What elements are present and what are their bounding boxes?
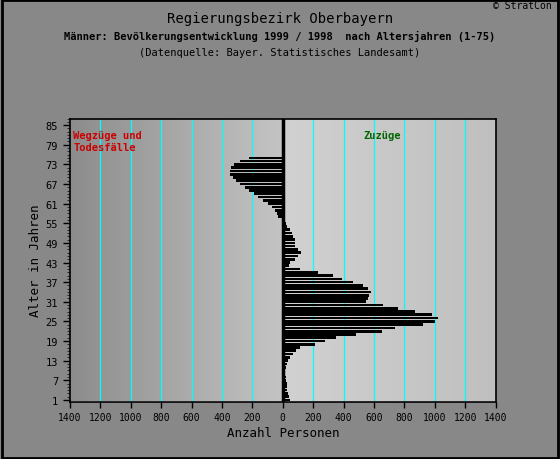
Bar [283, 359, 288, 362]
Bar [283, 386, 287, 388]
Bar [283, 343, 315, 346]
Bar [283, 278, 342, 280]
Bar [283, 317, 438, 320]
Text: Regierungsbezirk Oberbayern: Regierungsbezirk Oberbayern [167, 12, 393, 26]
Bar [283, 239, 295, 241]
Bar [283, 301, 366, 303]
Bar [283, 369, 285, 372]
Bar [272, 206, 283, 209]
Bar [231, 167, 283, 170]
Bar [283, 232, 292, 235]
Text: Zuzüge: Zuzüge [363, 131, 401, 141]
Bar [283, 223, 286, 225]
Bar [245, 186, 283, 189]
Bar [283, 363, 287, 365]
Bar [283, 376, 286, 379]
X-axis label: Anzahl Personen: Anzahl Personen [227, 426, 339, 439]
Bar [283, 281, 353, 284]
Bar [283, 252, 301, 254]
Bar [283, 235, 293, 238]
Bar [283, 392, 288, 395]
Bar [283, 271, 318, 274]
Bar [283, 366, 286, 369]
Bar [283, 219, 284, 222]
Bar [283, 336, 336, 339]
Bar [230, 174, 283, 176]
Bar [283, 255, 298, 258]
Bar [283, 389, 287, 392]
Bar [283, 262, 291, 264]
Bar [283, 333, 356, 336]
Bar [283, 350, 296, 353]
Bar [283, 265, 289, 268]
Bar [263, 200, 283, 202]
Text: Männer: Bevölkerungsentwicklung 1999 / 1998  nach Altersjahren (1-75): Männer: Bevölkerungsentwicklung 1999 / 1… [64, 31, 496, 42]
Bar [240, 183, 283, 186]
Bar [249, 157, 283, 160]
Bar [240, 161, 283, 163]
Bar [275, 209, 283, 212]
Y-axis label: Alter in Jahren: Alter in Jahren [29, 204, 41, 317]
Bar [283, 258, 295, 261]
Bar [277, 213, 283, 215]
Bar [283, 353, 293, 356]
Text: Wegzüge und
Todesfälle: Wegzüge und Todesfälle [73, 131, 142, 152]
Bar [236, 180, 283, 183]
Bar [254, 193, 283, 196]
Bar [230, 170, 283, 173]
Bar [283, 307, 398, 310]
Bar [283, 320, 435, 323]
Bar [283, 399, 291, 401]
Bar [283, 324, 423, 326]
Bar [283, 382, 287, 385]
Bar [283, 288, 368, 291]
Bar [278, 216, 283, 218]
Bar [234, 164, 283, 166]
Bar [283, 327, 395, 330]
Bar [283, 291, 371, 294]
Bar [283, 304, 383, 307]
Bar [283, 285, 363, 287]
Bar [283, 356, 291, 359]
Bar [283, 340, 325, 342]
Bar [283, 268, 300, 271]
Bar [283, 311, 415, 313]
Bar [283, 395, 289, 398]
Bar [283, 226, 287, 229]
Bar [249, 190, 283, 192]
Bar [283, 242, 295, 245]
Bar [259, 196, 283, 199]
Bar [283, 229, 291, 232]
Bar [283, 314, 432, 317]
Bar [283, 347, 300, 349]
Bar [283, 294, 370, 297]
Bar [283, 245, 295, 248]
Text: (Datenquelle: Bayer. Statistisches Landesamt): (Datenquelle: Bayer. Statistisches Lande… [139, 48, 421, 58]
Bar [283, 248, 298, 251]
Bar [283, 274, 333, 277]
Bar [283, 330, 381, 333]
Text: © StratCon: © StratCon [493, 1, 552, 11]
Bar [232, 177, 283, 179]
Bar [268, 203, 283, 206]
Bar [283, 379, 286, 382]
Bar [283, 373, 285, 375]
Bar [283, 297, 368, 300]
